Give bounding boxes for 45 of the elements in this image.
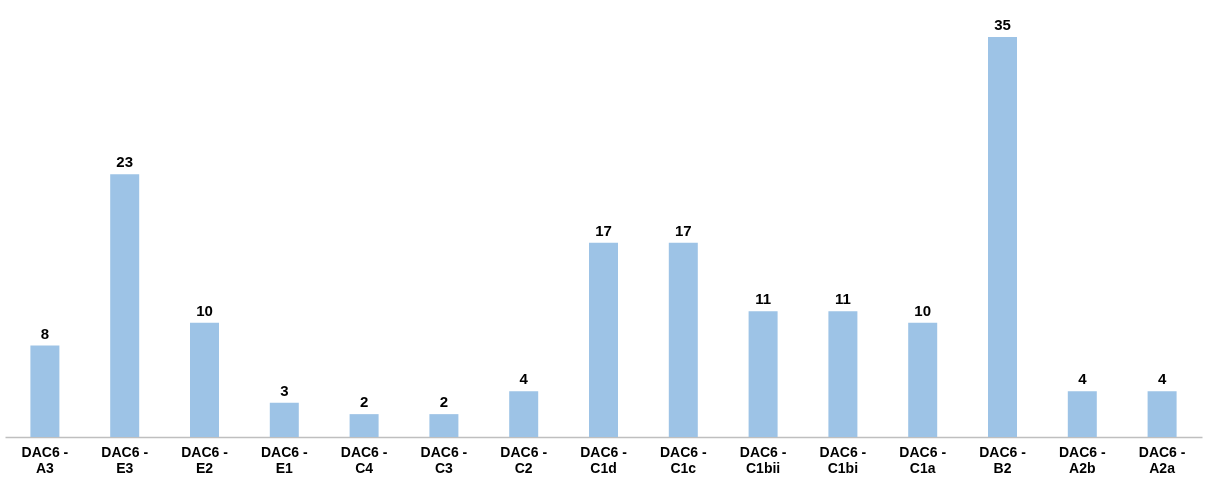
bar (908, 322, 938, 437)
x-tick-label: DAC6 - C4 (340, 443, 388, 476)
data-label: 4 (1078, 370, 1088, 388)
x-tick-label: DAC6 - A3 (21, 443, 69, 476)
data-label: 8 (40, 324, 50, 342)
data-label: 23 (116, 153, 134, 171)
bar (110, 174, 140, 437)
bar (429, 414, 459, 437)
x-tick-label: DAC6 - A2a (1138, 443, 1186, 476)
x-tick-label: DAC6 - E2 (181, 443, 229, 476)
bar (30, 345, 60, 437)
data-label: 11 (755, 290, 772, 308)
x-tick-label: DAC6 - C3 (420, 443, 468, 476)
bar (988, 37, 1017, 437)
bar (1067, 391, 1097, 437)
x-tick-label: DAC6 - A2b (1058, 443, 1106, 476)
data-label: 2 (439, 393, 449, 411)
data-label: 17 (595, 221, 612, 239)
data-label: 4 (519, 370, 529, 388)
x-tick-label: DAC6 - C1bi (819, 443, 867, 476)
bar (748, 311, 778, 437)
data-label: 10 (914, 301, 932, 319)
x-tick-label: DAC6 - C1c (659, 443, 707, 476)
x-tick-label: DAC6 - E1 (260, 443, 308, 476)
x-tick-label: DAC6 - C1d (580, 443, 628, 476)
x-tick-label: DAC6 - C1bii (739, 443, 787, 476)
data-label: 4 (1157, 370, 1167, 388)
bar (668, 242, 698, 437)
bar (828, 311, 858, 437)
bar (1147, 391, 1177, 437)
bar (190, 322, 219, 437)
bar (509, 391, 539, 437)
x-tick-label: DAC6 - E3 (101, 443, 149, 476)
x-tick-label: DAC6 - C2 (500, 443, 548, 476)
bar (349, 414, 379, 437)
bar (589, 242, 618, 437)
data-label: 11 (834, 290, 851, 308)
data-label: 10 (196, 301, 213, 319)
bar (269, 402, 299, 437)
x-tick-label: DAC6 - C1a (899, 443, 947, 476)
data-label: 3 (280, 381, 289, 399)
x-tick-label: DAC6 - B2 (979, 443, 1027, 476)
data-label: 35 (994, 16, 1011, 33)
data-label: 17 (674, 221, 692, 239)
data-label: 2 (359, 393, 369, 411)
